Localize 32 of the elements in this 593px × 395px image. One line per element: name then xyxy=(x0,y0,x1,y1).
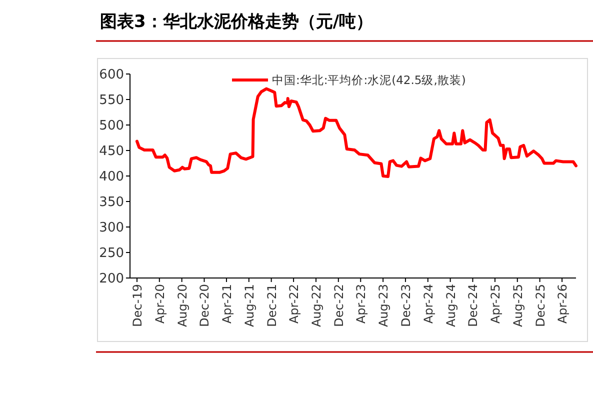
x-tick-label: Dec-23 xyxy=(398,284,413,327)
x-tick-label: Apr-26 xyxy=(556,284,570,324)
y-tick-label: 500 xyxy=(99,118,124,134)
y-tick-label: 600 xyxy=(99,68,124,82)
y-tick-label: 350 xyxy=(99,195,124,210)
x-tick-label: Dec-24 xyxy=(466,284,480,327)
x-tick-label: Aug-20 xyxy=(175,284,190,328)
x-tick-label: Apr-22 xyxy=(287,284,302,324)
x-tick-label: Dec-21 xyxy=(264,284,279,327)
legend-label: 中国:华北:平均价:水泥(42.5级,散装) xyxy=(272,73,466,87)
x-tick-label: Aug-25 xyxy=(510,284,525,328)
x-tick-label: Aug-24 xyxy=(444,284,458,328)
x-tick-label: Apr-23 xyxy=(354,284,368,324)
x-tick-label: Dec-22 xyxy=(332,284,346,327)
x-tick-label: Apr-21 xyxy=(220,284,234,324)
x-tick-label: Dec-20 xyxy=(198,284,212,327)
x-tick-label: Aug-21 xyxy=(242,284,256,328)
y-tick-label: 450 xyxy=(99,144,124,159)
y-tick-label: 300 xyxy=(99,220,124,236)
x-tick-label: Apr-25 xyxy=(488,284,502,324)
x-tick-label: Aug-23 xyxy=(376,284,391,328)
y-tick-label: 400 xyxy=(99,170,124,184)
x-tick-label: Dec-25 xyxy=(533,284,548,327)
x-tick-label: Apr-24 xyxy=(421,284,436,324)
y-tick-label: 550 xyxy=(99,93,124,108)
x-tick-label: Dec-19 xyxy=(130,284,144,327)
line-series xyxy=(135,87,578,178)
y-tick-label: 200 xyxy=(99,272,124,286)
chart-title: 图表3：华北水泥价格走势（元/吨） xyxy=(100,12,374,32)
y-tick-label: 250 xyxy=(99,246,124,261)
x-tick-label: Apr-20 xyxy=(152,284,167,324)
x-tick-label: Aug-22 xyxy=(309,284,324,328)
